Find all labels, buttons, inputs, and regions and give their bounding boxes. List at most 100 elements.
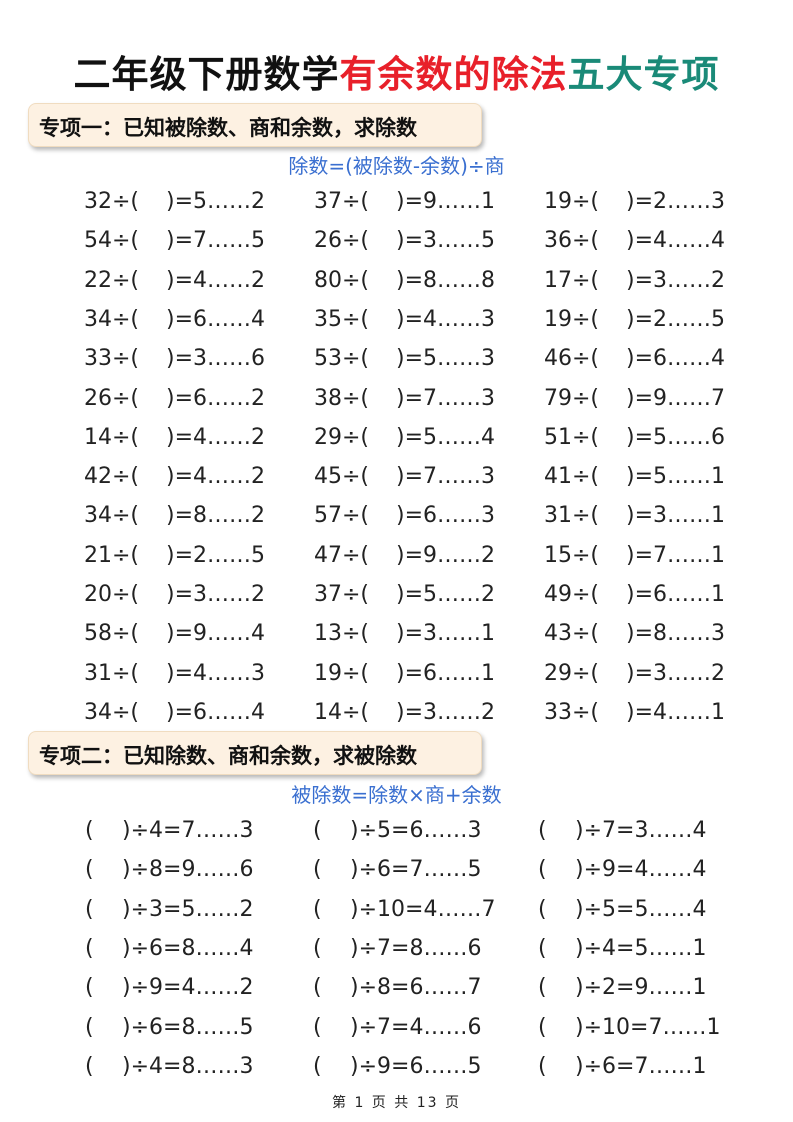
- problem-right: )÷6=7……1: [575, 1053, 707, 1079]
- title-part-red: 有余数的除法: [339, 52, 568, 96]
- problem-right: )÷10=7……1: [575, 1014, 721, 1040]
- problem-left: 29÷(: [544, 660, 600, 686]
- problem-left: (: [85, 896, 94, 922]
- problem-right: )÷4=7……3: [122, 818, 254, 843]
- problem-left: (: [313, 818, 322, 843]
- problem-right: )÷4=5……1: [575, 935, 707, 961]
- problem-left: 46÷(: [544, 346, 600, 372]
- problem-right: )=4……1: [626, 699, 726, 725]
- section2-heading: 专项二：已知除数、商和余数，求被除数: [39, 744, 417, 768]
- problem-right: )=4……2: [166, 464, 266, 490]
- problem-right: )=6……1: [396, 660, 496, 686]
- problem-right: )=6……2: [166, 385, 266, 411]
- problem-right: )=8……8: [396, 267, 496, 293]
- problem-left: 53÷(: [314, 346, 370, 372]
- problem-right: )=9……4: [166, 621, 266, 647]
- problem-left: 33÷(: [544, 699, 600, 725]
- problem-right: )÷7=4……6: [350, 1014, 482, 1040]
- problem-left: 22÷(: [84, 267, 140, 293]
- problem-left: (: [313, 975, 322, 1001]
- problem-right: )=5……2: [166, 189, 266, 214]
- problem-left: 45÷(: [314, 464, 370, 490]
- section1-heading: 专项一：已知被除数、商和余数，求除数: [39, 116, 417, 140]
- problem-right: )=3……6: [166, 346, 266, 372]
- title-part-green: 五大专项: [567, 52, 720, 96]
- page-footer: 第 1 页 共 13 页: [332, 1095, 461, 1111]
- problem-right: )÷10=4……7: [350, 896, 496, 922]
- problem-left: 14÷(: [84, 424, 140, 450]
- problem-left: 29÷(: [314, 424, 370, 450]
- problem-left: (: [85, 1053, 94, 1079]
- problem-left: 43÷(: [544, 621, 600, 647]
- problem-left: (: [313, 896, 322, 922]
- problem-right: )=7……3: [396, 464, 496, 490]
- problem-left: 35÷(: [314, 306, 370, 332]
- problem-right: )=2……3: [626, 189, 726, 214]
- problem-left: 31÷(: [544, 503, 600, 529]
- section2-header: 专项二：已知除数、商和余数，求被除数: [28, 731, 482, 775]
- problem-right: )=9……7: [626, 385, 726, 411]
- problem-right: )=3……1: [626, 503, 726, 529]
- page-title: 二年级下册数学有余数的除法五大专项: [0, 44, 793, 98]
- problem-left: 49÷(: [544, 582, 600, 607]
- problem-left: 36÷(: [544, 228, 600, 254]
- problem-left: (: [85, 1014, 94, 1040]
- problem-right: )÷3=5……2: [122, 896, 254, 922]
- problem-left: 41÷(: [544, 464, 600, 490]
- problem-left: 51÷(: [544, 424, 600, 450]
- problem-left: 19÷(: [544, 189, 600, 214]
- problem-right: )=5……4: [396, 424, 496, 450]
- problem-left: 34÷(: [84, 699, 140, 725]
- problem-left: 31÷(: [84, 660, 140, 686]
- problem-left: (: [538, 935, 547, 961]
- problem-left: 33÷(: [84, 346, 140, 372]
- problem-right: )=2……5: [626, 306, 726, 332]
- problem-left: (: [313, 935, 322, 961]
- problem-left: 38÷(: [314, 385, 370, 411]
- problem-right: )÷9=6……5: [350, 1053, 482, 1079]
- problem-left: 57÷(: [314, 503, 370, 529]
- problem-right: )÷7=8……6: [350, 935, 482, 961]
- problem-left: 37÷(: [314, 189, 370, 214]
- problem-left: (: [538, 1014, 547, 1040]
- problem-right: )÷6=7……5: [350, 857, 482, 883]
- problem-left: 19÷(: [544, 306, 600, 332]
- problem-right: )=2……5: [166, 542, 266, 568]
- problem-left: 13÷(: [314, 621, 370, 647]
- problem-right: )=4……3: [396, 306, 496, 332]
- problem-left: 32÷(: [84, 189, 140, 214]
- problem-left: (: [538, 896, 547, 922]
- problem-right: )=9……1: [396, 189, 496, 214]
- problem-right: )÷2=9……1: [575, 975, 707, 1001]
- problem-left: (: [85, 857, 94, 883]
- title-part-black: 二年级下册数学: [73, 52, 340, 96]
- problem-right: )÷9=4……2: [122, 975, 254, 1001]
- problem-left: 20÷(: [84, 582, 140, 607]
- problem-right: )=6……3: [396, 503, 496, 529]
- problem-left: (: [313, 1053, 322, 1079]
- problem-right: )÷6=8……5: [122, 1014, 254, 1040]
- problem-right: )=3……2: [166, 582, 266, 607]
- problem-right: )=6……4: [166, 306, 266, 332]
- problem-right: )÷6=8……4: [122, 935, 254, 961]
- problem-left: (: [85, 975, 94, 1001]
- problem-left: (: [85, 935, 94, 961]
- problem-right: )=4……3: [166, 660, 266, 686]
- problem-left: (: [313, 1014, 322, 1040]
- problem-right: )÷5=6……3: [350, 818, 482, 843]
- problem-right: )=3……1: [396, 621, 496, 647]
- problem-left: (: [538, 975, 547, 1001]
- problem-right: )=9……2: [396, 542, 496, 568]
- problem-right: )=4……2: [166, 267, 266, 293]
- problem-left: 79÷(: [544, 385, 600, 411]
- problem-right: )=3……2: [396, 699, 496, 725]
- problem-right: )=8……2: [166, 503, 266, 529]
- problem-right: )÷8=9……6: [122, 857, 254, 883]
- problem-left: 17÷(: [544, 267, 600, 293]
- problem-right: )=7……5: [166, 228, 266, 254]
- problem-right: )=4……4: [626, 228, 726, 254]
- problem-right: )=5……2: [396, 582, 496, 607]
- section1-formula: 除数=(被除数-余数)÷商: [288, 154, 505, 178]
- problem-left: 80÷(: [314, 267, 370, 293]
- problem-right: )=5……1: [626, 464, 726, 490]
